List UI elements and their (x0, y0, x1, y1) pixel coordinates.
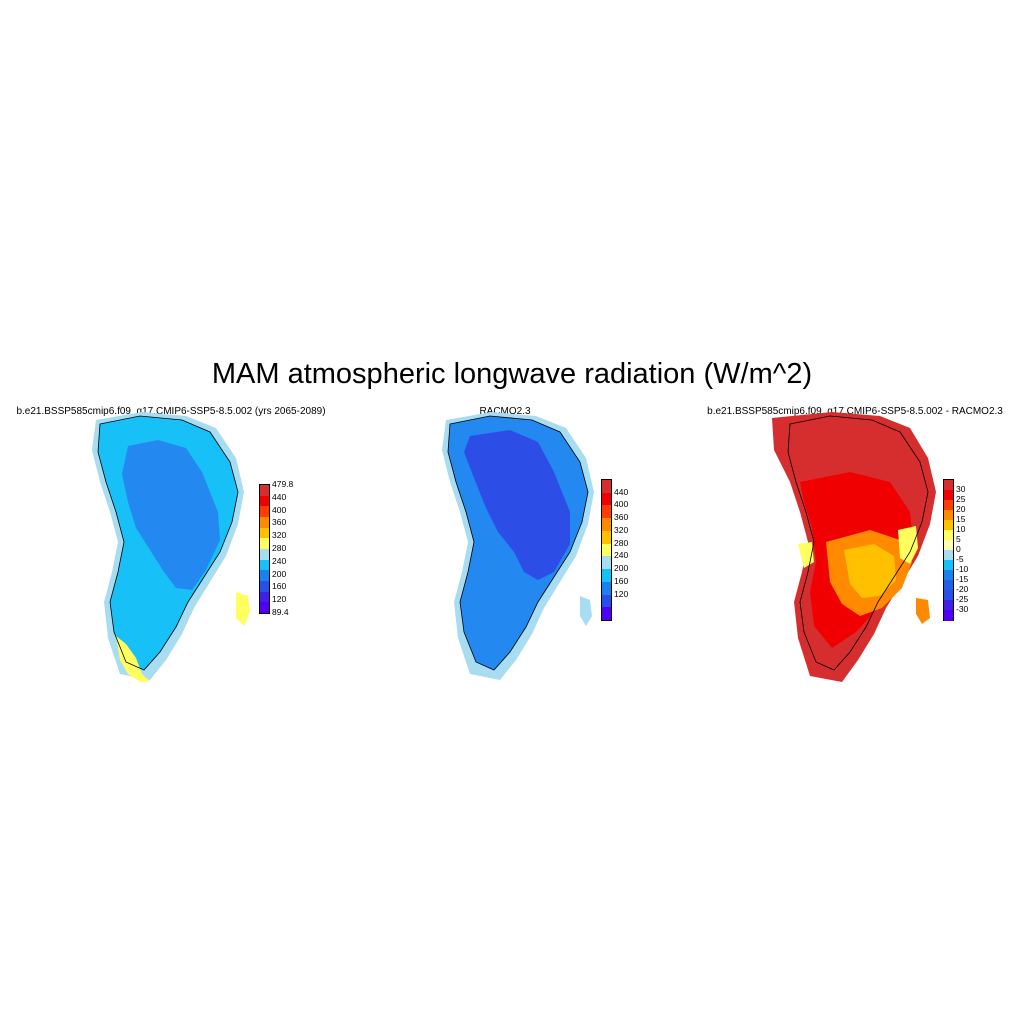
coastline (787, 415, 929, 671)
field-interior (464, 430, 570, 580)
colorbar-segment (260, 527, 269, 539)
ice-sheet-field-racmo (442, 412, 594, 680)
colorbar-tick-label: -25 (956, 594, 969, 604)
colorbar-segment (944, 600, 953, 611)
colorbar-tick-label: -10 (956, 564, 969, 574)
colorbar-segment (602, 492, 611, 506)
colorbar-segment (602, 480, 611, 494)
map-difference (772, 412, 936, 682)
colorbar-tick-label: 10 (956, 524, 966, 534)
colorbar-segment (602, 607, 611, 621)
colorbar-segment (944, 530, 953, 541)
colorbar-tick-label: 0 (956, 544, 961, 554)
colorbar-tick-label: 240 (614, 550, 629, 561)
colorbar-tick-label: 280 (272, 543, 287, 553)
colorbar-segment (260, 559, 269, 571)
colorbar-segment (602, 518, 611, 532)
colorbar-tick-label: 320 (272, 530, 287, 541)
colorbar-model (259, 484, 270, 614)
colorbar-segment (602, 556, 611, 570)
colorbar-segment (602, 505, 611, 519)
colorbar-segment (944, 570, 953, 581)
field-east-island (916, 598, 930, 624)
colorbar-segment (602, 594, 611, 608)
colorbar-segment (260, 549, 269, 561)
colorbar-tick-label: 240 (272, 555, 287, 566)
map-model (92, 412, 250, 682)
colorbar-segment (944, 610, 953, 621)
colorbar-segment (260, 591, 269, 603)
colorbar-segment (944, 550, 953, 561)
coastline (447, 415, 589, 671)
colorbar-segment (944, 510, 953, 521)
colorbar-difference (943, 479, 954, 621)
colorbar-segment (944, 590, 953, 601)
colorbar-segment (944, 490, 953, 501)
colorbar-tick-label: -30 (956, 604, 969, 614)
colorbar-segment (944, 560, 953, 571)
colorbar-tick-label: -15 (956, 574, 969, 584)
figure-title: MAM atmospheric longwave radiation (W/m^… (211, 358, 813, 390)
colorbar-tick-label: 400 (272, 504, 287, 515)
colorbar-tick-label: 25 (956, 494, 966, 504)
colorbar-tick-label: 440 (614, 486, 629, 497)
colorbar-tick-label: 400 (614, 499, 629, 510)
panel-title-difference: b.e21.BSSP585cmip6.f09_g17.CMIP6-SSP5-8.… (707, 406, 1003, 417)
colorbar-tick-label: -20 (956, 584, 969, 594)
colorbar-tick-label: 30 (956, 484, 966, 494)
map-racmo (442, 412, 594, 680)
field-hot (844, 544, 896, 598)
ice-sheet-field-difference (772, 412, 936, 682)
colorbar-segment (602, 543, 611, 557)
colorbar-tick-label: 200 (272, 568, 287, 579)
field-east-island (236, 592, 250, 626)
colorbar-tick-label: 479.8 (272, 479, 294, 489)
colorbar-segment (260, 581, 269, 593)
colorbar-segment (260, 485, 269, 497)
field-warm-coast (116, 636, 150, 682)
colorbar-tick-label: 320 (614, 524, 629, 535)
colorbar-tick-label: 200 (614, 563, 629, 574)
ice-sheet-field-model (92, 412, 250, 682)
colorbar-tick-label: 120 (614, 588, 629, 599)
panel-title-model: b.e21.BSSP585cmip6.f09_g17.CMIP6-SSP5-8.… (16, 406, 326, 417)
field-east-island (580, 596, 592, 626)
colorbar-tick-label: 20 (956, 504, 966, 514)
colorbar-tick-label: 160 (272, 581, 287, 592)
field-pale-east (898, 526, 918, 564)
colorbar-tick-label: 5 (956, 534, 961, 544)
colorbar-segment (944, 580, 953, 591)
colorbar-segment (260, 517, 269, 529)
colorbar-tick-label: 280 (614, 537, 629, 548)
colorbar-tick-label: 360 (614, 512, 629, 523)
colorbar-segment (944, 480, 953, 491)
colorbar-segment (602, 569, 611, 583)
colorbar-segment (260, 570, 269, 582)
colorbar-segment (260, 506, 269, 518)
colorbar-segment (260, 495, 269, 507)
colorbar-segment (944, 500, 953, 511)
colorbar-segment (944, 520, 953, 531)
colorbar-segment (602, 581, 611, 596)
colorbar-segment (260, 538, 269, 550)
colorbar-tick-label: 160 (614, 575, 629, 586)
colorbar-tick-label: 15 (956, 514, 966, 524)
coastline (97, 415, 239, 671)
colorbar-segment (602, 530, 611, 545)
colorbar-tick-label: 360 (272, 517, 287, 528)
colorbar-tick-label: 120 (272, 594, 287, 605)
colorbar-racmo (601, 479, 612, 621)
field-interior (122, 440, 220, 590)
colorbar-segment (260, 602, 269, 614)
panel-title-racmo: RACMO2.3 (479, 406, 531, 417)
colorbar-tick-label: 89.4 (272, 607, 289, 617)
colorbar-tick-label: 440 (272, 491, 287, 502)
colorbar-tick-label: -5 (956, 554, 964, 564)
colorbar-segment (944, 540, 953, 551)
